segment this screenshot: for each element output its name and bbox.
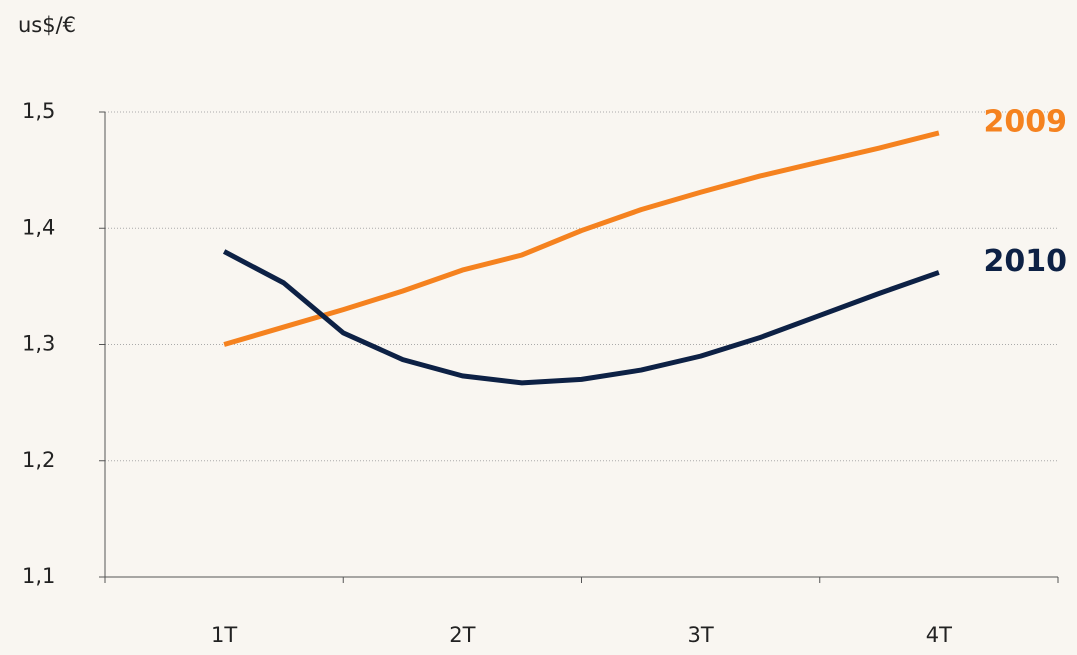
line-series — [222, 249, 940, 386]
y-tick-label: 1,3 — [22, 332, 55, 356]
x-tick-label: 2T — [449, 623, 475, 647]
y-tick-label: 1,1 — [22, 564, 55, 588]
y-tick-label: 1,2 — [22, 448, 55, 472]
y-tick-label: 1,5 — [22, 99, 55, 123]
series-label: 2010 — [984, 244, 1068, 279]
y-unit-title: us$/€ — [18, 13, 76, 37]
x-tick-label: 4T — [926, 623, 952, 647]
x-tick-label: 3T — [688, 623, 714, 647]
line-series — [223, 130, 940, 347]
x-tick-label: 1T — [211, 623, 237, 647]
series-label: 2009 — [984, 104, 1068, 139]
y-tick-label: 1,4 — [22, 215, 55, 239]
